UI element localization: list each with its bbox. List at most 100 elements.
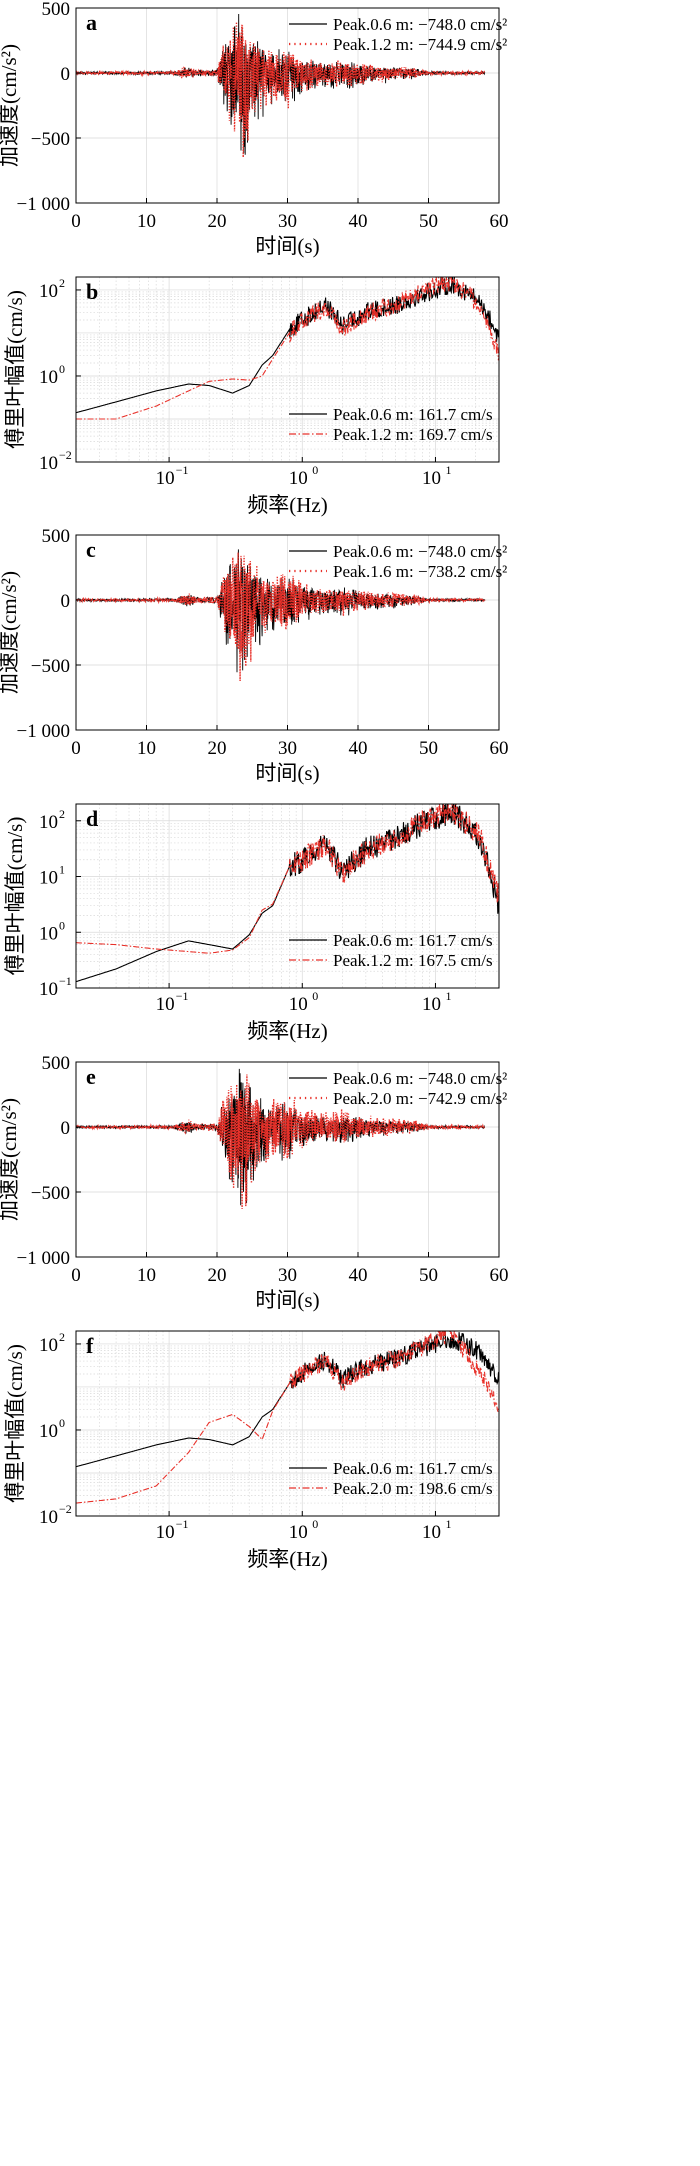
legend-entry: Peak.1.6 m: −738.2 cm/s²: [333, 562, 507, 581]
tick-labels: 10 −1 10 0 10 110 −210 010 2: [39, 1330, 451, 1543]
axes-frame: [75, 276, 500, 463]
x-axis-label: 频率(Hz): [247, 1547, 327, 1571]
x-tick-label: 30: [278, 738, 297, 759]
y-tick-label: 500: [42, 0, 71, 20]
x-axis-label: 频率(Hz): [247, 493, 327, 517]
y-tick-label: 10: [39, 868, 58, 889]
y-axis-label: 加速度(cm/s²): [0, 1098, 21, 1221]
x-tick-label-exp: −1: [176, 1517, 189, 1531]
tick-labels: 10 −1 10 0 10 110 −110 010 110 2: [39, 807, 451, 1015]
y-tick-label: −500: [31, 129, 70, 150]
tick-labels: 10 −1 10 0 10 110 −210 010 2: [39, 276, 451, 489]
x-tick-label: 40: [349, 1265, 368, 1286]
y-tick-label-exp: 2: [59, 1330, 65, 1344]
panel-label: a: [86, 10, 97, 35]
panel-c: 0 10 20 30 40 50 60 −1 000 −500 0 500 c 时间(s) 加速度(cm/…: [0, 526, 509, 785]
legend-entry: Peak.0.6 m: 161.7 cm/s: [333, 931, 493, 950]
y-tick-label: 10: [39, 923, 58, 944]
series-line-ref: [76, 277, 499, 414]
x-tick-label-exp: 1: [445, 463, 451, 477]
y-axis-label: 傅里叶幅值(cm/s): [3, 817, 27, 976]
x-tick-label: 50: [419, 1265, 438, 1286]
y-tick-label: −1 000: [17, 1248, 70, 1269]
axes-frame: [75, 1330, 500, 1517]
x-tick-label: 60: [490, 211, 509, 232]
x-tick-label-exp: 0: [312, 989, 318, 1003]
y-tick-label: 10: [39, 979, 58, 1000]
tick-labels: 0 10 20 30 40 50 60 −1 000 −500 0 500: [17, 0, 509, 232]
panel-f: 10 −1 10 0 10 110 −210 010 2 f频率(Hz)傅里叶幅值(cm/s) Pe…: [3, 1330, 500, 1571]
series-line-cmp: [76, 277, 499, 420]
y-tick-label: −500: [31, 1183, 70, 1204]
x-tick-label: 10: [156, 1522, 175, 1543]
y-axis-label: 傅里叶幅值(cm/s): [3, 1344, 27, 1503]
series-line-cmp: [76, 552, 486, 682]
legend-entry: Peak.1.2 m: 167.5 cm/s: [333, 951, 493, 970]
series-line-cmp: [76, 1074, 486, 1209]
x-tick-label: 10: [422, 1522, 441, 1543]
x-tick-label: 60: [490, 738, 509, 759]
x-tick-label: 10: [137, 738, 156, 759]
y-tick-label: 10: [39, 1335, 58, 1356]
y-tick-label-exp: 0: [59, 362, 65, 376]
y-tick-label: 10: [39, 453, 58, 474]
series-line-cmp: [76, 804, 499, 954]
legend-entry: Peak.1.2 m: 169.7 cm/s: [333, 425, 493, 444]
x-tick-label: 30: [278, 1265, 297, 1286]
legend-entry: Peak.1.2 m: −744.9 cm/s²: [333, 35, 507, 54]
x-tick-label: 10: [289, 1522, 308, 1543]
legend-entry: Peak.0.6 m: −748.0 cm/s²: [333, 542, 507, 561]
x-tick-label: 10: [156, 994, 175, 1015]
y-axis-label: 加速度(cm/s²): [0, 571, 21, 694]
panel-d: 10 −1 10 0 10 110 −110 010 110 2 d频率(Hz)傅里叶幅值(cm/s…: [3, 803, 500, 1043]
x-axis-label: 频率(Hz): [247, 1019, 327, 1043]
x-tick-label-exp: 0: [312, 1517, 318, 1531]
y-tick-label: 0: [61, 1118, 71, 1139]
panel-label: d: [86, 806, 98, 831]
panel-a: 0 10 20 30 40 50 60 −1 000 −500 0 500 a 时间(s) 加速度(cm/…: [0, 0, 509, 258]
y-tick-label-exp: −2: [59, 1502, 72, 1516]
panel-e: 0 10 20 30 40 50 60 −1 000 −500 0 500 e 时间(s) 加速度(cm/…: [0, 1053, 509, 1312]
y-tick-label-exp: 2: [59, 807, 65, 821]
series-line-cmp: [76, 21, 486, 158]
y-tick-label: 0: [61, 64, 71, 85]
panel-label: b: [86, 279, 98, 304]
x-tick-label: 10: [137, 211, 156, 232]
x-tick-label: 60: [490, 1265, 509, 1286]
y-tick-label: −1 000: [17, 721, 70, 742]
x-tick-label: 20: [208, 738, 227, 759]
x-tick-label-exp: 1: [445, 989, 451, 1003]
y-tick-label: 10: [39, 1507, 58, 1528]
plot-area: [76, 13, 486, 158]
panel-label: f: [86, 1333, 94, 1358]
x-tick-label: 20: [208, 211, 227, 232]
x-tick-label: 10: [289, 994, 308, 1015]
legend-entry: Peak.2.0 m: −742.9 cm/s²: [333, 1089, 507, 1108]
panel-label: c: [86, 537, 96, 562]
x-tick-label: 30: [278, 211, 297, 232]
axes-frame: [75, 803, 500, 989]
y-tick-label: 0: [61, 591, 71, 612]
legend-entry: Peak.2.0 m: 198.6 cm/s: [333, 1479, 493, 1498]
panel-label: e: [86, 1064, 96, 1089]
x-tick-label: 0: [71, 211, 81, 232]
plot-area: [76, 277, 499, 420]
x-tick-label: 10: [422, 994, 441, 1015]
y-tick-label: 500: [42, 526, 71, 547]
tick-labels: 0 10 20 30 40 50 60 −1 000 −500 0 500: [17, 526, 509, 759]
y-tick-label-exp: −2: [59, 448, 72, 462]
plot-area: [76, 1331, 499, 1504]
x-tick-label: 40: [349, 738, 368, 759]
y-tick-label-exp: 1: [59, 863, 65, 877]
tick-labels: 0 10 20 30 40 50 60 −1 000 −500 0 500: [17, 1053, 509, 1286]
x-tick-label: 40: [349, 211, 368, 232]
x-tick-label: 10: [422, 468, 441, 489]
legend-entry: Peak.0.6 m: 161.7 cm/s: [333, 1459, 493, 1478]
